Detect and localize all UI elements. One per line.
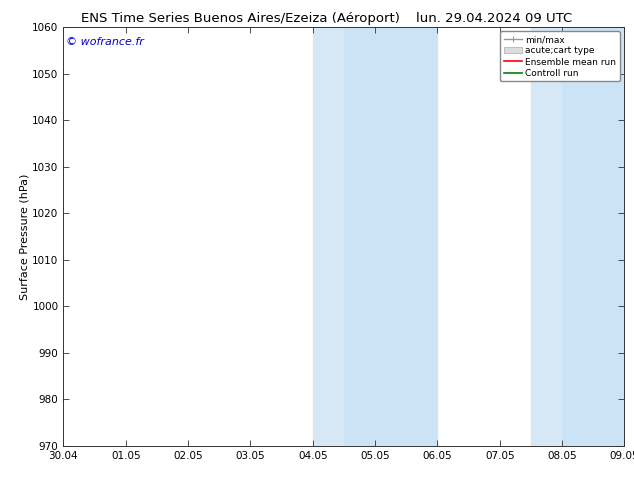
Text: © wofrance.fr: © wofrance.fr	[66, 37, 144, 48]
Bar	[562, 27, 593, 446]
Legend: min/max, acute;cart type, Ensemble mean run, Controll run: min/max, acute;cart type, Ensemble mean …	[500, 31, 620, 81]
Bar	[313, 27, 344, 446]
Bar	[531, 27, 562, 446]
Bar	[593, 27, 624, 446]
Y-axis label: Surface Pressure (hPa): Surface Pressure (hPa)	[20, 173, 30, 299]
Text: ENS Time Series Buenos Aires/Ezeiza (Aéroport): ENS Time Series Buenos Aires/Ezeiza (Aér…	[82, 12, 400, 25]
Text: lun. 29.04.2024 09 UTC: lun. 29.04.2024 09 UTC	[417, 12, 573, 25]
Bar	[344, 27, 375, 446]
Bar	[375, 27, 437, 446]
